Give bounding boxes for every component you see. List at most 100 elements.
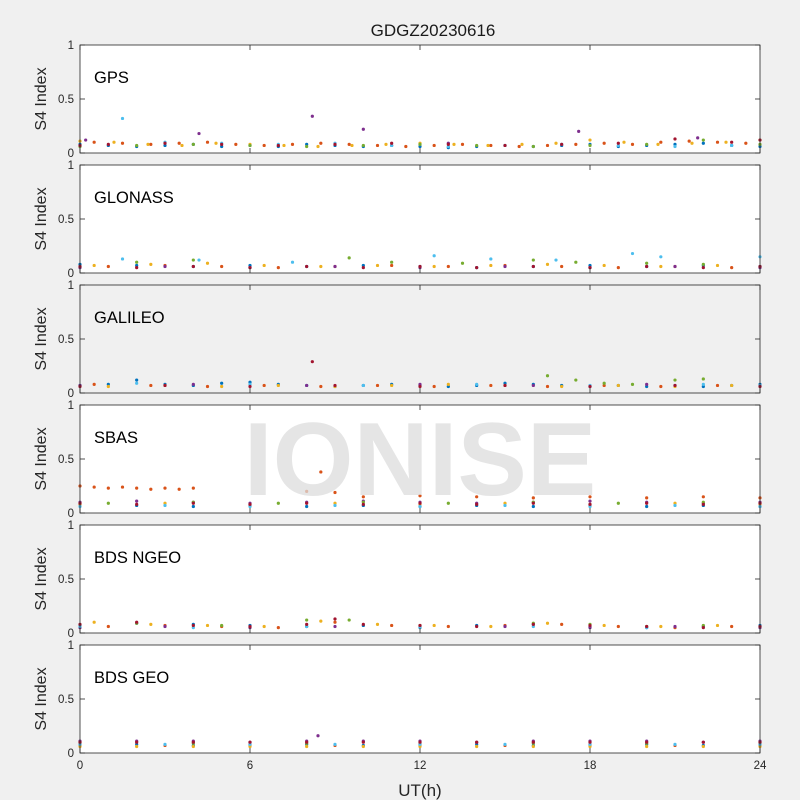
data-point [701, 262, 705, 266]
data-point [149, 383, 153, 388]
data-point [177, 487, 181, 491]
data-point [503, 383, 507, 388]
data-point [106, 384, 110, 389]
data-point [333, 264, 337, 269]
data-point [220, 381, 224, 385]
y-tick-label: 0.5 [58, 214, 74, 226]
panel-label: GPS [94, 69, 129, 87]
data-point [696, 136, 700, 140]
y-axis-label: S4 Index [33, 667, 50, 730]
panel-background [80, 525, 760, 633]
data-point [574, 260, 578, 264]
data-point [135, 143, 139, 148]
data-point [446, 142, 450, 146]
data-point [106, 142, 110, 146]
data-point [645, 261, 649, 265]
data-point [588, 384, 592, 389]
data-point [432, 143, 436, 148]
data-point [163, 486, 167, 490]
data-point [163, 503, 167, 508]
data-point [418, 504, 422, 509]
data-point [384, 142, 388, 146]
data-point [545, 374, 550, 378]
data-point [191, 740, 195, 744]
data-point [205, 623, 210, 628]
panel-background [80, 285, 760, 393]
panel-bds-geo: 0 0.5 1 0 6 12 18 24 S4 Index BDS GEO [33, 640, 767, 772]
data-point [588, 499, 592, 503]
panel-bds-ngeo: 0 0.5 1 S4 Index BDS NGEO [33, 520, 762, 640]
data-point [701, 626, 705, 630]
data-point [390, 141, 394, 145]
data-point [262, 143, 266, 148]
data-point [446, 382, 450, 386]
data-point [630, 382, 635, 386]
panel-label: GLONASS [94, 189, 174, 207]
data-point [531, 622, 535, 626]
data-point [531, 258, 535, 262]
data-point [347, 142, 351, 146]
x-tick-label: 0 [77, 760, 83, 772]
data-point [475, 143, 479, 148]
data-point [333, 383, 337, 388]
data-point [305, 383, 309, 388]
data-point [588, 143, 592, 148]
data-point [489, 624, 493, 629]
data-point [486, 143, 490, 148]
data-point [645, 142, 649, 146]
data-point [276, 626, 280, 630]
data-point [305, 618, 309, 622]
data-point [460, 261, 465, 265]
data-point [120, 141, 125, 145]
data-point [475, 624, 479, 629]
data-point [673, 137, 677, 141]
data-point [276, 501, 280, 505]
data-point [715, 263, 720, 268]
data-point [149, 262, 153, 266]
series-5 [545, 374, 705, 386]
data-point [375, 263, 380, 268]
y-axis-label: S4 Index [33, 547, 50, 610]
data-point [645, 740, 649, 744]
data-point [361, 740, 365, 744]
data-point [616, 383, 620, 388]
data-point [475, 740, 479, 744]
panels-group: 0 0.5 1 S4 Index GPS 0 0.5 1 S4 Index GLONASS 0 0.5… [33, 40, 767, 772]
data-point [602, 141, 606, 145]
data-point [690, 141, 694, 145]
data-point [248, 740, 252, 744]
data-point [191, 264, 195, 269]
data-point [475, 495, 479, 499]
data-point [418, 623, 422, 628]
data-point [560, 384, 564, 389]
data-point [560, 142, 564, 146]
data-point [545, 143, 550, 148]
data-point [310, 114, 314, 118]
data-point [135, 486, 139, 490]
data-point [248, 143, 252, 148]
data-point [305, 264, 309, 269]
data-point [715, 140, 720, 144]
data-point [333, 503, 337, 508]
data-point [92, 485, 96, 489]
panel-background [80, 45, 760, 153]
data-point [616, 501, 620, 505]
data-point [622, 140, 626, 144]
data-point [588, 502, 592, 506]
data-point [92, 620, 96, 624]
data-point [701, 138, 705, 142]
data-point [659, 255, 663, 259]
data-point [390, 623, 394, 628]
panel-label: BDS NGEO [94, 549, 181, 567]
data-point [191, 142, 195, 146]
data-point [120, 257, 125, 261]
data-point [319, 384, 323, 389]
data-point [248, 502, 252, 506]
x-tick-label: 12 [414, 760, 427, 772]
y-tick-label: 0 [68, 508, 74, 520]
data-point [531, 504, 535, 509]
data-point [701, 495, 705, 499]
data-point [180, 143, 184, 148]
data-point [262, 383, 266, 388]
data-point [701, 266, 705, 270]
